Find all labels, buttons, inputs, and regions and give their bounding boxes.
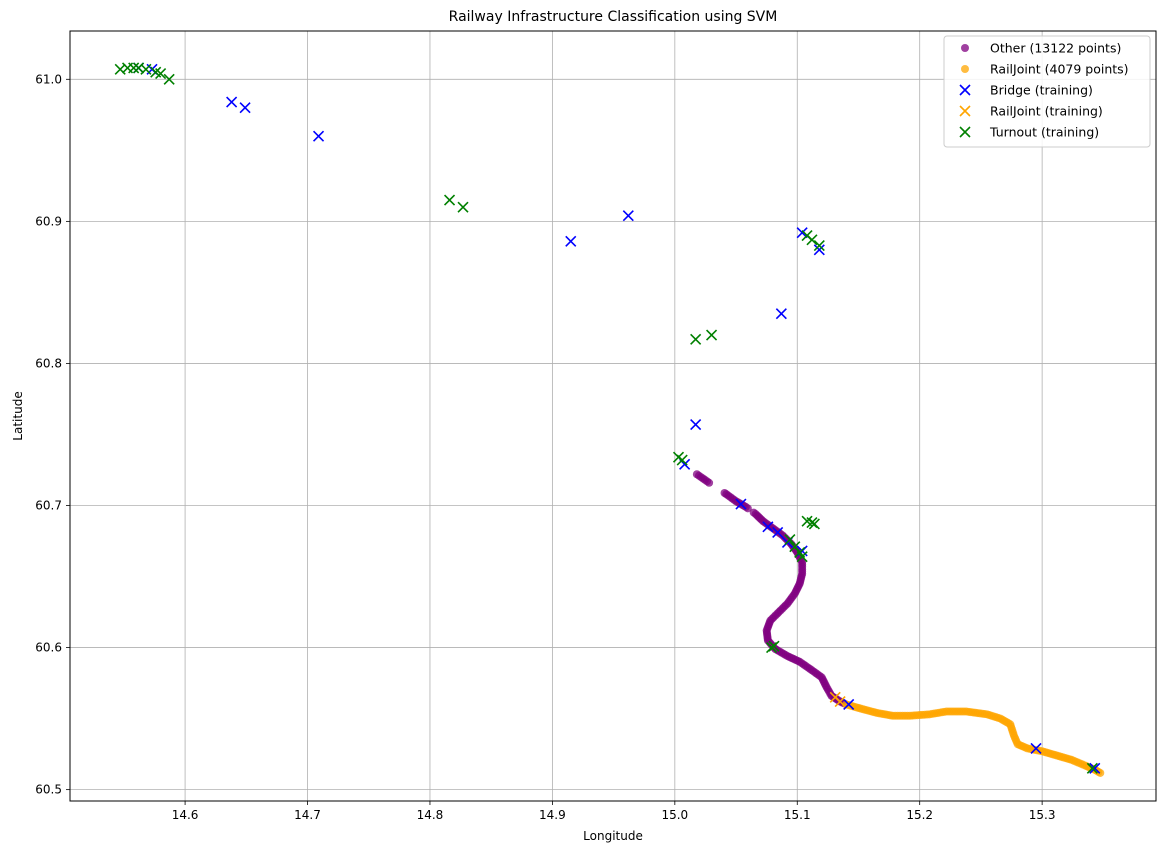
training-marker (226, 96, 238, 108)
axis-ticks: 14.6 14.7 14.8 14.9 15.0 15.1 15.2 15.3 60.5 60.6… (35, 72, 1055, 822)
plot-frame (69, 30, 1157, 802)
x-tick-label: 14.8 (417, 808, 444, 822)
legend-box (943, 35, 1151, 148)
training-marker (565, 235, 577, 247)
legend-label: Bridge (training) (990, 83, 1093, 98)
legend-marker-x (959, 126, 971, 138)
training-marker (163, 73, 175, 85)
legend-marker-circle (961, 65, 969, 73)
legend-label: RailJoint (4079 points) (990, 62, 1129, 77)
x-tick-label: 14.6 (172, 808, 199, 822)
legend-marker-x (959, 84, 971, 96)
y-tick-label: 61.0 (35, 72, 62, 86)
series-turnout-training (114, 62, 1098, 774)
legend-item-railjoint: RailJoint (4079 points) (961, 62, 1129, 77)
training-marker (1089, 762, 1101, 774)
x-tick-label: 14.7 (294, 808, 321, 822)
training-marker (834, 695, 846, 708)
legend-label: Turnout (training) (989, 125, 1099, 140)
training-marker (813, 244, 825, 256)
grid-lines (70, 31, 1156, 801)
chart-title: Railway Infrastructure Classification us… (449, 9, 778, 25)
y-tick-label: 60.6 (35, 641, 62, 655)
legend-item-other: Other (13122 points) (961, 41, 1121, 56)
training-marker (155, 68, 167, 80)
legend-marker-x (959, 105, 971, 117)
training-marker (1030, 742, 1042, 755)
data-point (743, 504, 752, 513)
x-tick-label: 14.9 (539, 808, 566, 822)
y-tick-label: 60.5 (35, 783, 62, 797)
training-marker (622, 210, 634, 222)
training-marker (762, 521, 774, 533)
legend-marker-circle (961, 44, 969, 52)
x-tick-label: 15.3 (1029, 808, 1056, 822)
training-marker (808, 518, 820, 530)
training-marker (443, 194, 456, 206)
training-marker (1086, 762, 1098, 774)
y-tick-label: 60.9 (35, 214, 62, 228)
training-marker (690, 333, 702, 345)
x-tick-label: 15.1 (784, 808, 811, 822)
training-marker (705, 329, 718, 341)
legend-item-bridge-training: Bridge (training) (959, 83, 1093, 98)
y-tick-label: 60.8 (35, 356, 62, 370)
training-marker (676, 454, 688, 466)
training-marker (813, 239, 825, 252)
y-axis-title: Latitude (11, 391, 25, 440)
training-marker (796, 551, 808, 563)
plot-data (114, 62, 1105, 777)
training-marker (312, 130, 325, 142)
training-marker (457, 201, 469, 213)
training-marker (806, 234, 818, 246)
training-marker (128, 62, 140, 74)
data-point (705, 478, 714, 487)
legend-label: Other (13122 points) (990, 41, 1121, 56)
y-tick-label: 60.7 (35, 499, 62, 513)
series-railjoint-training (829, 691, 846, 708)
training-marker (775, 308, 787, 320)
training-marker (843, 698, 855, 710)
training-marker (140, 63, 152, 75)
legend-label: RailJoint (training) (990, 104, 1103, 119)
training-marker (690, 418, 702, 431)
training-marker (768, 640, 780, 652)
legend-item-turnout-training: Turnout (training) (959, 125, 1099, 140)
training-marker (239, 102, 251, 114)
training-marker (772, 526, 784, 539)
training-marker (784, 534, 796, 546)
x-axis-title: Longitude (583, 829, 643, 843)
legend: Other (13122 points) RailJoint (4079 poi… (943, 35, 1151, 148)
legend-item-railjoint-training: RailJoint (training) (959, 104, 1103, 119)
x-tick-label: 15.0 (661, 808, 688, 822)
x-tick-label: 15.2 (906, 808, 933, 822)
series-other (692, 470, 849, 708)
training-marker (735, 498, 747, 510)
